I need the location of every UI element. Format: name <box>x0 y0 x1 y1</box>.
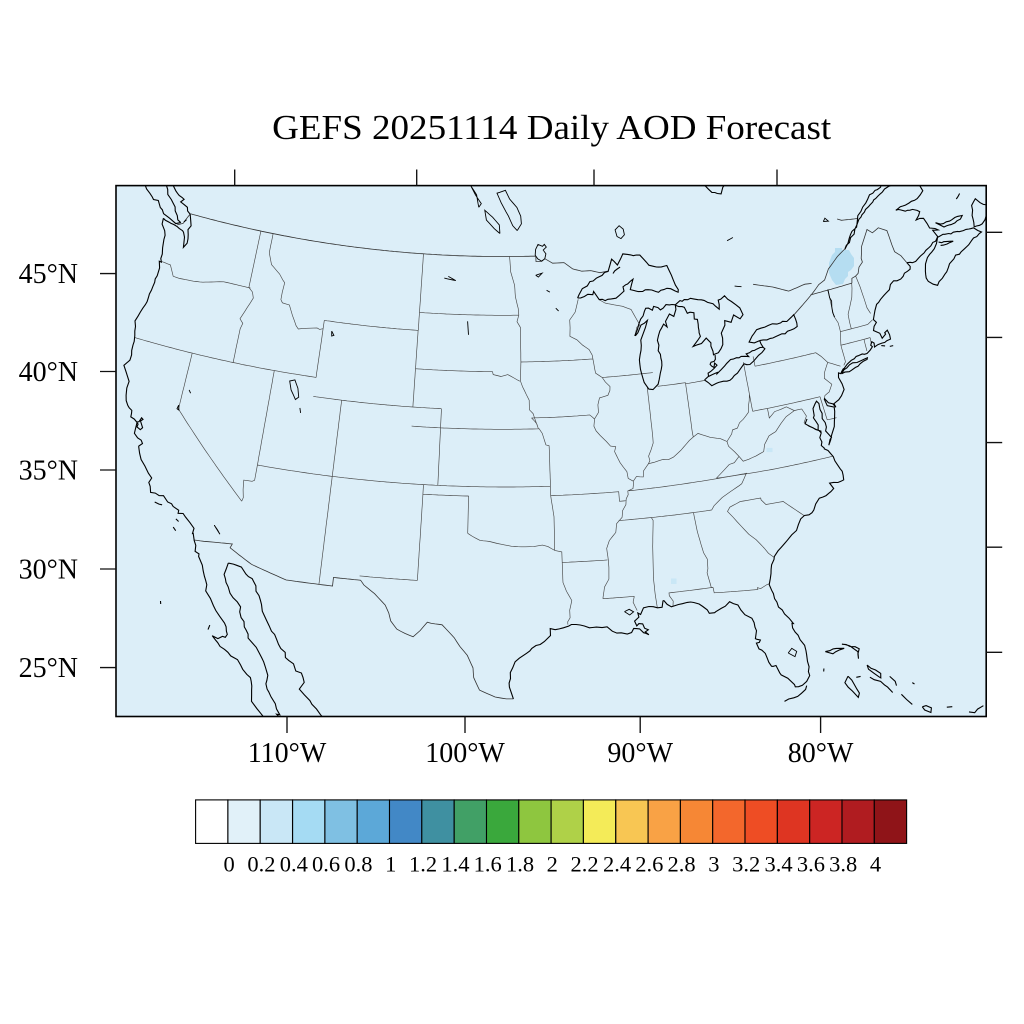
svg-text:1.4: 1.4 <box>441 852 469 877</box>
svg-text:110°W: 110°W <box>248 738 327 769</box>
svg-text:2.6: 2.6 <box>635 852 663 877</box>
svg-text:2.4: 2.4 <box>603 852 631 877</box>
svg-text:30°N: 30°N <box>19 554 78 585</box>
svg-text:3.8: 3.8 <box>829 852 857 877</box>
svg-text:0.4: 0.4 <box>280 852 308 877</box>
svg-text:25°N: 25°N <box>19 653 78 684</box>
svg-text:1: 1 <box>385 852 396 877</box>
svg-text:1.6: 1.6 <box>474 852 502 877</box>
svg-text:1.2: 1.2 <box>409 852 437 877</box>
svg-text:2.8: 2.8 <box>668 852 696 877</box>
svg-text:35°N: 35°N <box>19 455 78 486</box>
svg-text:3.4: 3.4 <box>765 852 793 877</box>
svg-text:0.8: 0.8 <box>344 852 372 877</box>
svg-text:80°W: 80°W <box>788 738 854 769</box>
svg-text:45°N: 45°N <box>19 259 78 290</box>
svg-text:2: 2 <box>547 852 558 877</box>
svg-text:1.8: 1.8 <box>506 852 534 877</box>
svg-text:100°W: 100°W <box>425 738 505 769</box>
svg-text:GEFS 20251114 Daily AOD Foreca: GEFS 20251114 Daily AOD Forecast <box>272 109 831 147</box>
svg-text:4: 4 <box>870 852 881 877</box>
svg-text:2.2: 2.2 <box>571 852 599 877</box>
svg-text:40°N: 40°N <box>19 357 78 388</box>
svg-text:3.2: 3.2 <box>732 852 760 877</box>
svg-text:0.2: 0.2 <box>247 852 275 877</box>
svg-text:0.6: 0.6 <box>312 852 340 877</box>
svg-text:3.6: 3.6 <box>797 852 825 877</box>
svg-text:90°W: 90°W <box>607 738 673 769</box>
svg-text:0: 0 <box>223 852 234 877</box>
svg-text:3: 3 <box>708 852 719 877</box>
